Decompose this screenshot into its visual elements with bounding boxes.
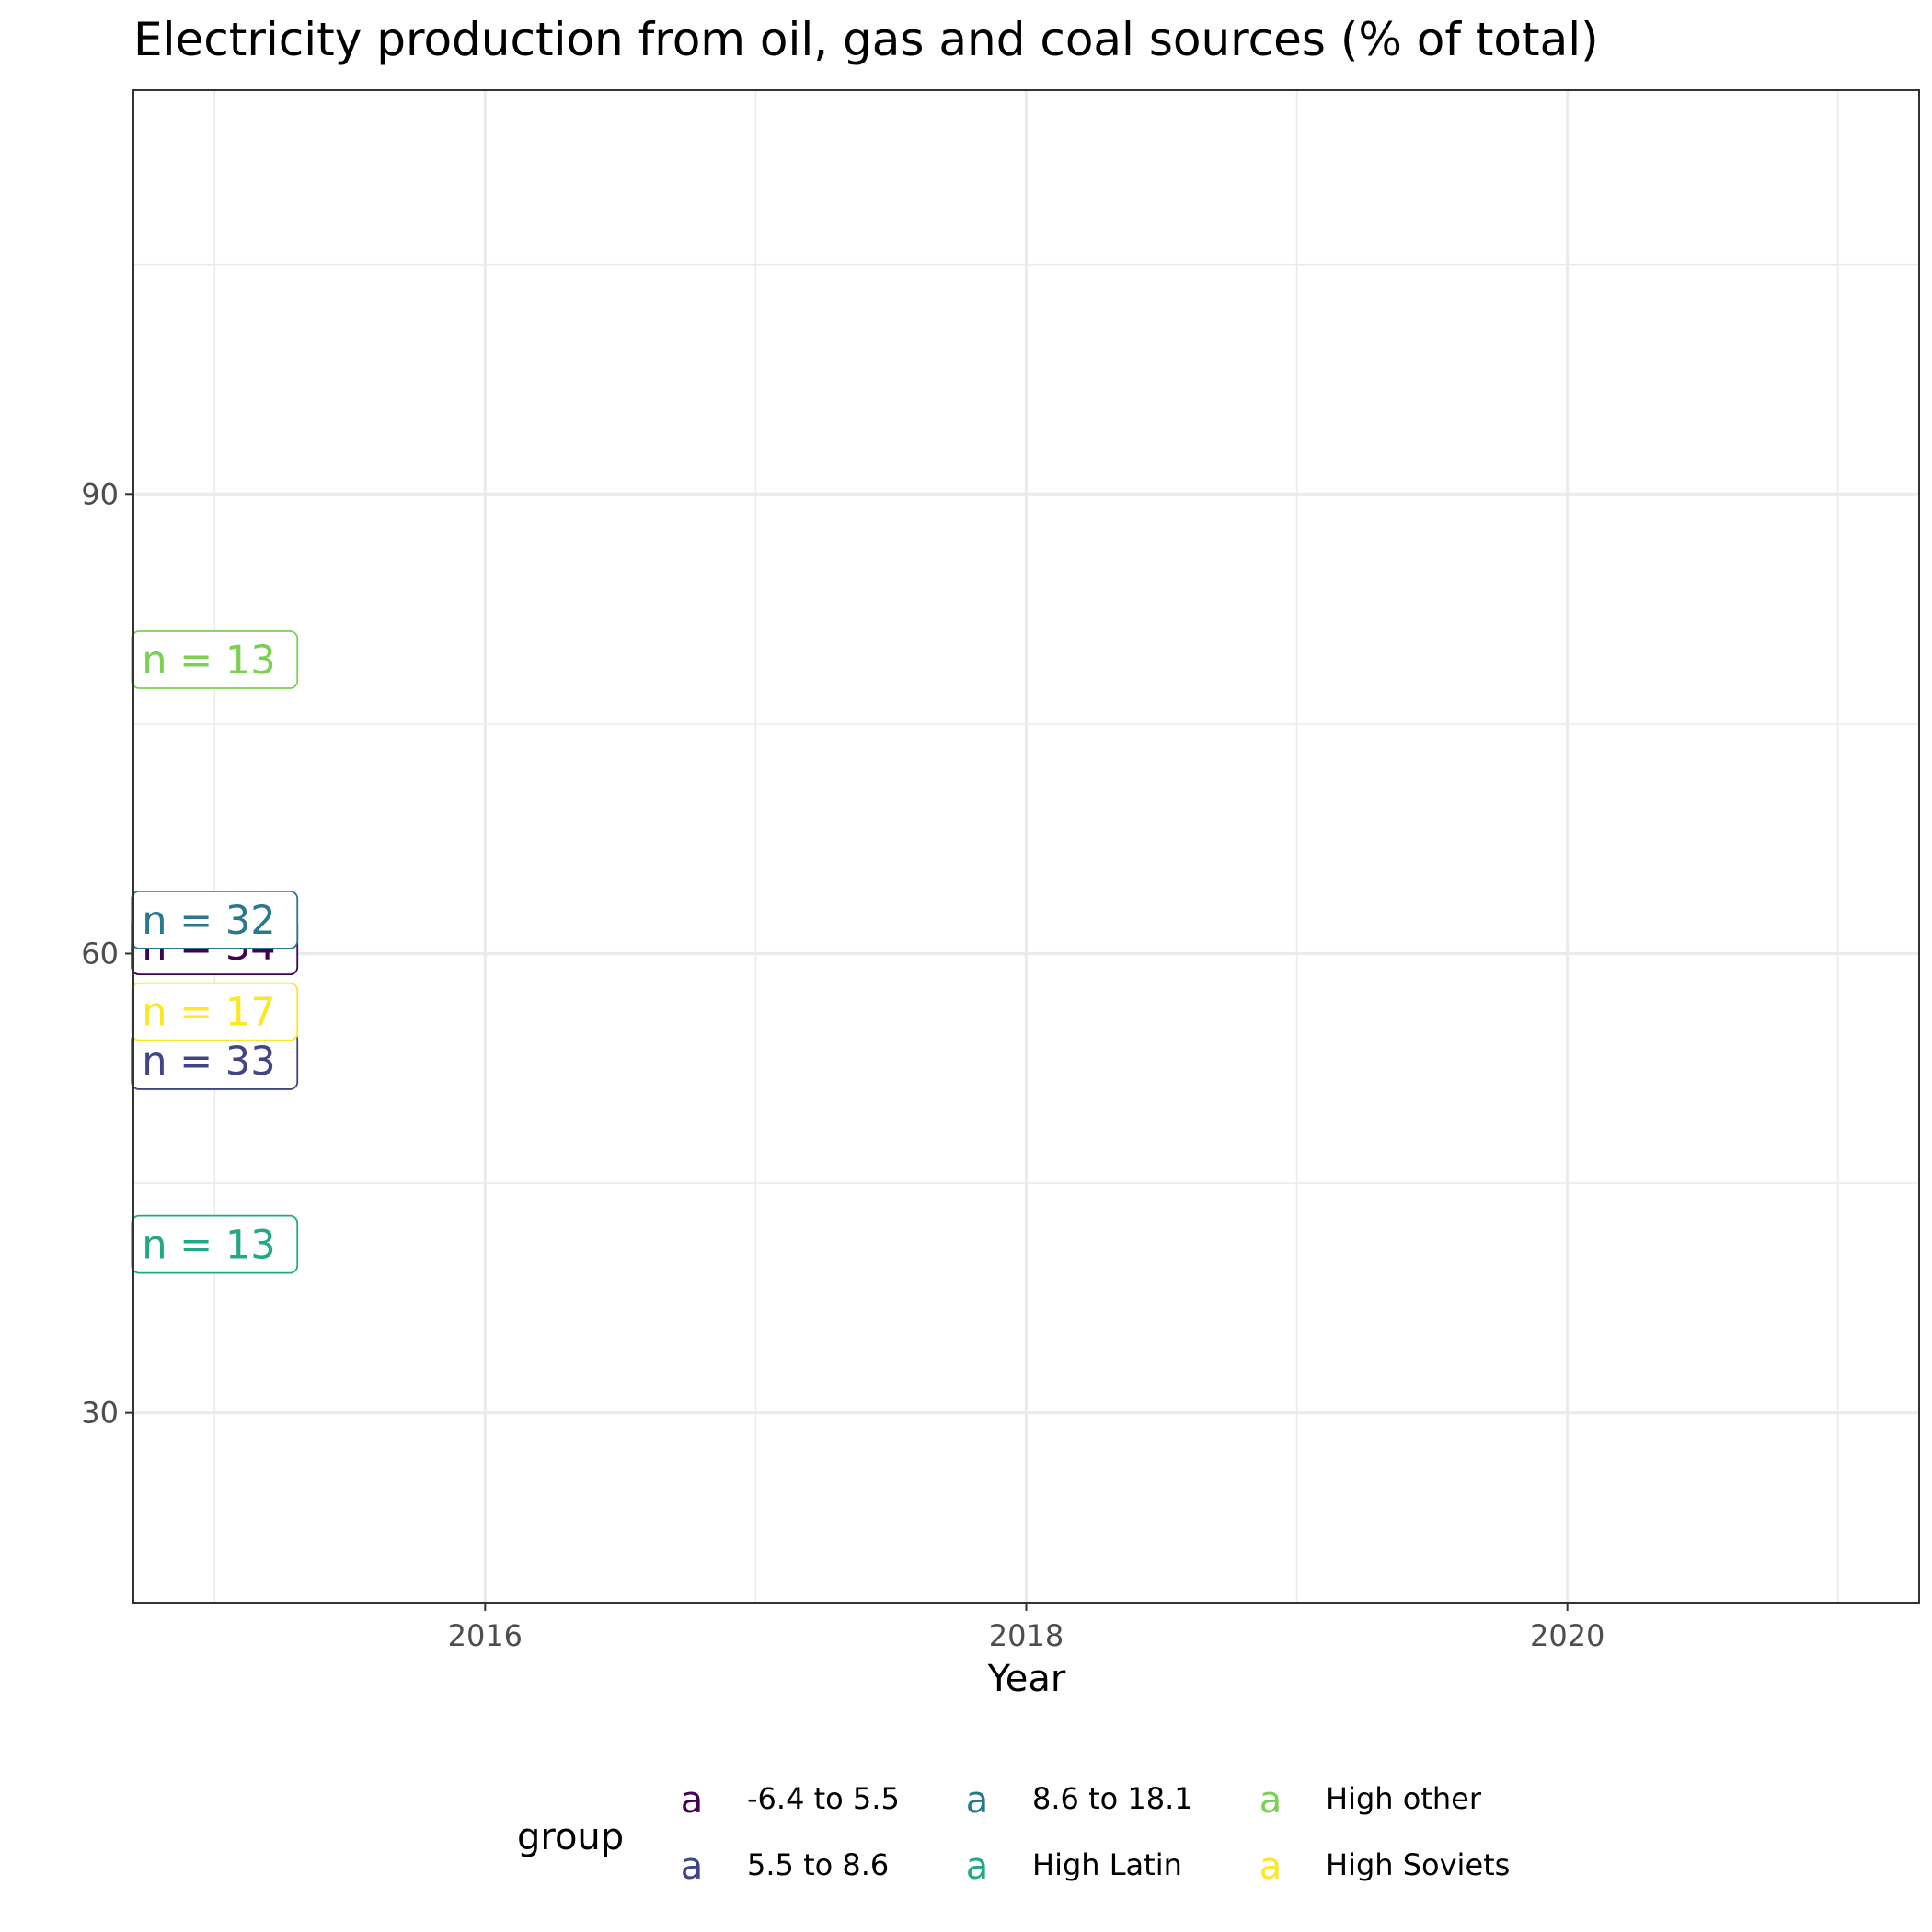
legend-key-glyph: a — [681, 1846, 704, 1888]
legend-item-label: 8.6 to 18.1 — [1032, 1781, 1193, 1816]
series-label-text: n = 13 — [142, 1223, 275, 1269]
legend-items: a -6.4 to 5.5 a 5.5 to 8.6 a 8.6 to 18.1 a High… — [681, 1779, 1511, 1888]
series-label-text: n = 33 — [142, 1039, 275, 1085]
series-label-box — [131, 630, 299, 689]
legend-key-glyph: a — [681, 1779, 704, 1822]
major-gridlines — [133, 90, 1919, 1603]
y-axis: 30 60 90 — [81, 477, 133, 1431]
legend-item-label: High other — [1326, 1781, 1482, 1816]
y-tick-label: 60 — [81, 936, 119, 971]
series-label-box — [131, 982, 299, 1041]
legend-item: a -6.4 to 5.5 — [681, 1779, 900, 1822]
legend-key-glyph: a — [966, 1846, 989, 1888]
legend: group a -6.4 to 5.5 a 5.5 to 8.6 a 8.6 to 18.… — [517, 1779, 1510, 1888]
legend-item-label: High Latin — [1032, 1847, 1182, 1882]
series-label-text: n = 17 — [142, 990, 275, 1036]
series-label-text: n = 13 — [142, 638, 275, 684]
series-label: n = 17 — [131, 982, 299, 1041]
legend-item: a High other — [1259, 1779, 1482, 1822]
y-tick-label: 30 — [81, 1396, 119, 1431]
x-tick-label: 2018 — [989, 1618, 1064, 1653]
legend-item: a High Latin — [966, 1846, 1182, 1888]
series-label-text: n = 32 — [142, 898, 275, 944]
legend-item: a High Soviets — [1259, 1846, 1511, 1888]
series-label: n = 13 — [131, 630, 299, 689]
series-label: n = 32 — [131, 890, 299, 949]
legend-key-glyph: a — [966, 1779, 989, 1822]
legend-key-glyph: a — [1259, 1846, 1282, 1888]
series-label: n = 13 — [131, 1214, 299, 1274]
x-axis-title: Year — [987, 1658, 1066, 1700]
series-label: n = 33 — [131, 1031, 299, 1090]
series-label-box — [131, 890, 299, 949]
series-labels: n = 34n = 33n = 32n = 13n = 13n = 17 — [131, 630, 299, 1274]
series-label-box — [131, 1214, 299, 1274]
legend-item-label: 5.5 to 8.6 — [747, 1847, 889, 1882]
x-tick-label: 2020 — [1530, 1618, 1604, 1653]
chart-title: Electricity production from oil, gas and… — [133, 13, 1599, 66]
x-tick-label: 2016 — [448, 1618, 523, 1653]
legend-item-label: -6.4 to 5.5 — [747, 1781, 900, 1816]
y-tick-label: 90 — [81, 477, 119, 512]
legend-item-label: High Soviets — [1326, 1847, 1510, 1882]
legend-title: group — [517, 1816, 624, 1858]
legend-item: a 5.5 to 8.6 — [681, 1846, 890, 1888]
legend-key-glyph: a — [1259, 1779, 1282, 1822]
x-axis: 2016 2018 2020 — [448, 1603, 1604, 1653]
legend-item: a 8.6 to 18.1 — [966, 1779, 1193, 1822]
